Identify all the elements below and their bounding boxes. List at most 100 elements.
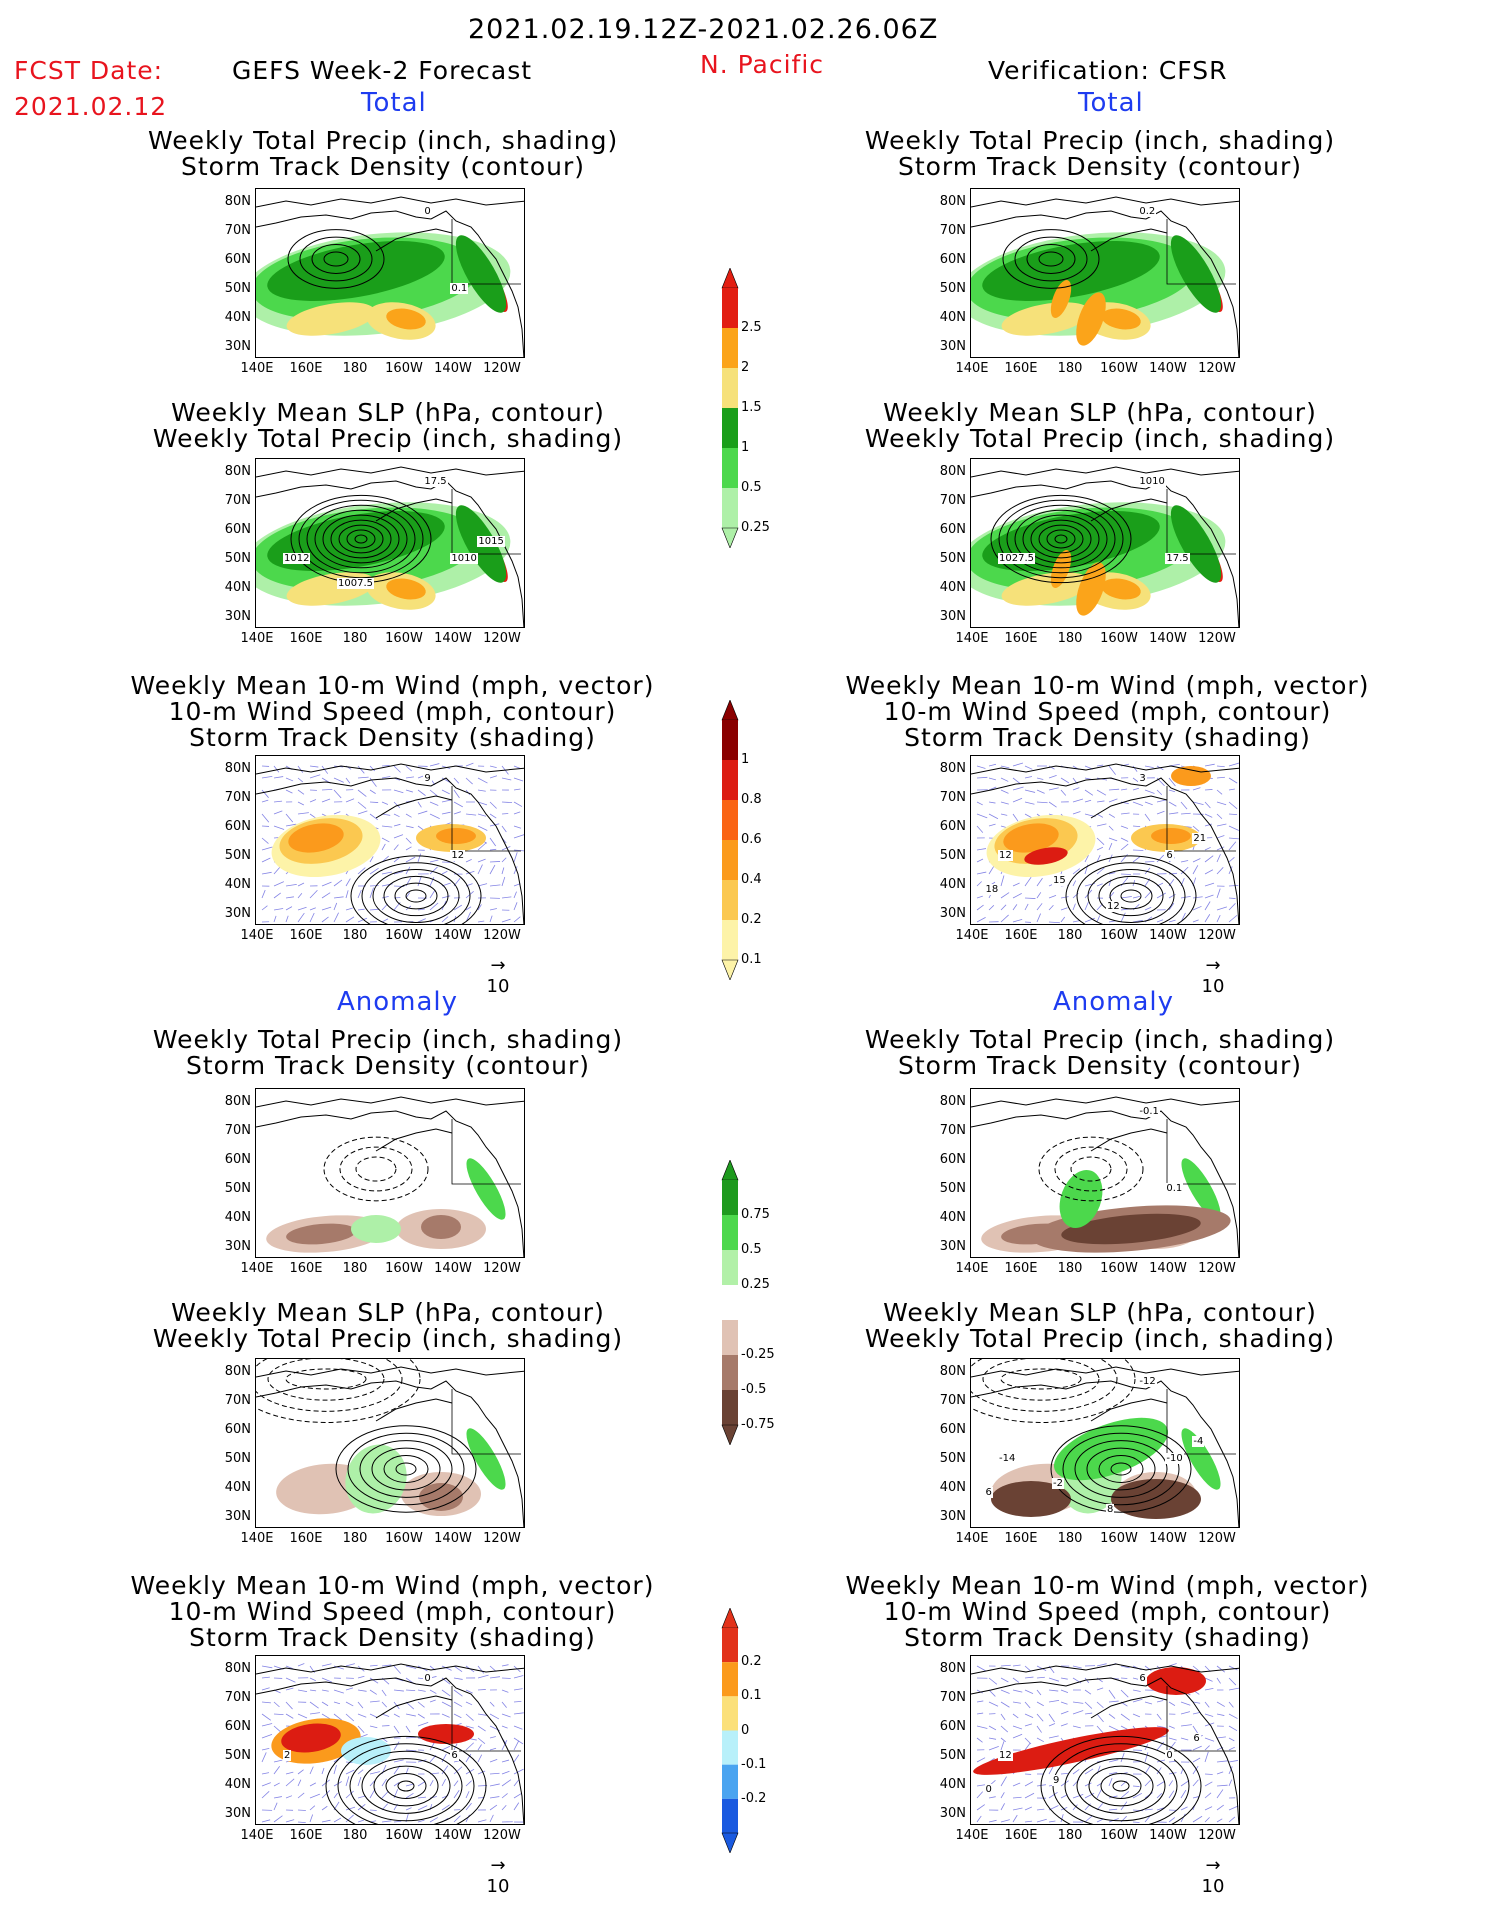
lat-tick-label: 70N (224, 223, 251, 238)
lat-tick-label: 70N (939, 1690, 966, 1705)
lon-tick-label: 160W (1100, 631, 1138, 646)
lat-tick-label: 30N (939, 1239, 966, 1254)
colorbar-tick-label: 1 (741, 752, 750, 767)
lat-tick-label: 50N (224, 1181, 251, 1196)
contour-label: 15 (1052, 875, 1067, 886)
lat-tick-label: 40N (939, 1777, 966, 1792)
lon-tick-label: 140W (434, 1261, 472, 1276)
map-precip-track-fcst: 0 0.1 (255, 188, 525, 358)
lon-tick-label: 160W (1100, 361, 1138, 376)
contour-label: 0 (423, 1673, 432, 1684)
contour-label: 6 (1192, 1732, 1201, 1744)
title-p6-left: Weekly Mean 10-m Wind (mph, vector) 10-m… (120, 1573, 665, 1651)
lon-tick-label: 160W (1100, 1261, 1138, 1276)
lat-tick-label: 80N (224, 464, 251, 479)
colorbar-tick-label: 0.6 (741, 832, 762, 847)
contour-label: 0 (984, 1783, 993, 1795)
map-slp-precip-anom-verif: -12 -10 -14 -2 -4 6 8 (970, 1358, 1240, 1528)
section-anomaly-left: Anomaly (337, 987, 459, 1017)
lon-tick-label: 120W (1198, 1828, 1236, 1843)
colorbar-tick-label: 1 (741, 440, 750, 455)
lon-tick-label: 160W (1100, 928, 1138, 943)
lat-tick-label: 70N (224, 790, 251, 805)
lon-tick-label: 160W (385, 928, 423, 943)
lon-tick-label: 140W (1149, 361, 1187, 376)
lat-tick-label: 30N (939, 1509, 966, 1524)
lat-tick-label: 40N (224, 1480, 251, 1495)
map-precip-track-anom-verif: -0.1 0.1 (970, 1088, 1240, 1258)
lat-tick-label: 70N (224, 493, 251, 508)
lat-tick-label: 80N (939, 464, 966, 479)
map-slp-precip-fcst: 17.5 1010 1012 1007.5 1015 (255, 458, 525, 628)
title-p6-right: Weekly Mean 10-m Wind (mph, vector) 10-m… (835, 1573, 1380, 1651)
lat-tick-label: 30N (939, 339, 966, 354)
contour-label: 3 (1138, 773, 1147, 784)
colorbar-tick-label: 0.2 (741, 912, 762, 927)
colorbar-tick-label: -0.25 (741, 1347, 775, 1362)
contour-label: 6 (1138, 1673, 1147, 1684)
title-p4-right: Weekly Total Precip (inch, shading) Stor… (860, 1027, 1340, 1079)
lat-tick-label: 60N (224, 1422, 251, 1437)
colorbar-tick-label: -0.1 (741, 1756, 767, 1772)
title-p1-left: Weekly Total Precip (inch, shading) Stor… (148, 128, 618, 180)
lat-tick-label: 60N (224, 1152, 251, 1167)
contour-label: 0.1 (450, 282, 469, 294)
lat-tick-label: 30N (939, 1806, 966, 1821)
lon-tick-label: 140E (240, 1828, 274, 1843)
lat-tick-label: 50N (939, 848, 966, 863)
lon-tick-label: 120W (1198, 631, 1236, 646)
lon-tick-label: 180 (342, 361, 368, 376)
lat-tick-label: 40N (224, 310, 251, 325)
contour-label: 0 (423, 206, 432, 217)
map-wind-track-fcst: 9 12 (255, 755, 525, 925)
vector-ref-value: 10 (1201, 1876, 1225, 1897)
contour-label: 1010 (450, 552, 478, 564)
vector-ref-value: 10 (1201, 976, 1225, 997)
colorbar-tick-label: 0.1 (741, 1688, 762, 1704)
contour-label: 1015 (477, 535, 505, 547)
contour-label: -4 (1192, 1435, 1205, 1447)
lat-tick-label: 80N (224, 1364, 251, 1379)
lat-tick-label: 80N (939, 1094, 966, 1109)
lon-tick-label: 140W (1149, 631, 1187, 646)
lon-tick-label: 160E (289, 1531, 323, 1546)
fcst-date: 2021.02.12 (14, 92, 168, 121)
contour-label: 1027.5 (998, 552, 1035, 564)
title-line: Weekly Total Precip (inch, shading) (148, 126, 619, 155)
colorbar-tick-label: 0.25 (741, 1277, 770, 1292)
title-line: Storm Track Density (shading) (904, 723, 1311, 752)
title-line: 10-m Wind Speed (mph, contour) (883, 697, 1332, 726)
contour-label: 1012 (283, 552, 311, 564)
contour-label: -12 (1138, 1376, 1157, 1387)
colorbar-precip-anom: 0.75 0.5 0.25 -0.25 -0.5 -0.75 (715, 1160, 790, 1445)
contour-label: 0.2 (1138, 206, 1157, 217)
lat-tick-label: 80N (939, 1661, 966, 1676)
lon-tick-label: 180 (1057, 631, 1083, 646)
colorbar-tick-label: 2.5 (741, 320, 762, 335)
contour-label: -14 (998, 1452, 1017, 1464)
lat-tick-label: 70N (939, 1123, 966, 1138)
title-line: Weekly Total Precip (inch, shading) (152, 1324, 624, 1353)
contour-label: 0 (1165, 1749, 1174, 1761)
arrow-icon: → (1205, 955, 1221, 976)
lon-tick-label: 120W (1198, 361, 1236, 376)
vector-ref-p6-right: → 10 (1193, 1855, 1233, 1897)
colorbar-tick-label: 0.4 (741, 872, 762, 887)
lon-tick-label: 120W (483, 928, 521, 943)
lon-tick-label: 160E (1004, 1531, 1038, 1546)
lat-tick-label: 50N (939, 1748, 966, 1763)
lon-tick-label: 140W (1149, 928, 1187, 943)
title-line: Weekly Mean 10-m Wind (mph, vector) (130, 671, 655, 700)
section-anomaly-right: Anomaly (1053, 987, 1175, 1017)
lat-tick-label: 30N (939, 609, 966, 624)
lat-tick-label: 50N (224, 848, 251, 863)
contour-label: 12 (450, 849, 466, 861)
verification-title: Verification: CFSR (988, 56, 1228, 85)
lat-tick-label: 30N (224, 1806, 251, 1821)
lat-tick-label: 30N (224, 1509, 251, 1524)
lat-tick-label: 50N (939, 1451, 966, 1466)
lat-tick-label: 40N (224, 580, 251, 595)
lat-tick-label: 80N (224, 1094, 251, 1109)
lat-tick-label: 80N (224, 761, 251, 776)
title-p5-right: Weekly Mean SLP (hPa, contour) Weekly To… (860, 1300, 1340, 1352)
